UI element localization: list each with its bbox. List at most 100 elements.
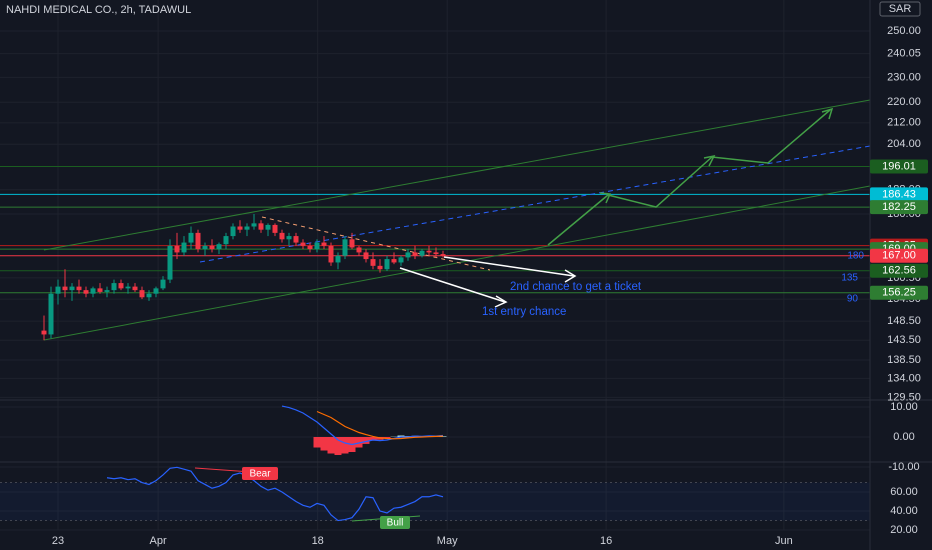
macd-histogram-bar	[313, 437, 321, 448]
price-label: 167.00	[882, 250, 916, 262]
candle-body	[377, 265, 383, 270]
candle-body	[181, 242, 187, 253]
y-tick-label: 134.00	[887, 372, 921, 384]
currency-box	[879, 1, 921, 17]
y-tick-label: 138.50	[887, 354, 921, 366]
candle-body	[356, 247, 362, 253]
candle-body	[104, 290, 110, 292]
dashed-resistance	[261, 216, 491, 271]
y-tick-label: 20.00	[890, 524, 918, 536]
candle-body	[335, 255, 341, 263]
y-tick-label: 143.50	[887, 334, 921, 346]
green-arrowheads	[599, 107, 834, 204]
candle-body	[293, 236, 299, 243]
channel-bottom	[43, 185, 871, 341]
price-label: 156.25	[882, 287, 916, 299]
white-arrowhead	[564, 269, 577, 283]
white-arrow	[443, 256, 575, 277]
candle-body	[202, 245, 208, 250]
candle-body	[433, 252, 439, 255]
candle-body	[118, 283, 124, 289]
price-label-box	[870, 159, 928, 174]
macd-histogram-bar	[341, 437, 349, 454]
y-tick-label: 60.00	[890, 486, 918, 498]
candle-body	[167, 245, 173, 280]
bear-label: Bear	[249, 469, 271, 480]
bull-label: Bull	[387, 518, 404, 529]
y-tick-label: 40.00	[890, 505, 918, 517]
white-arrow	[399, 267, 506, 303]
candle-body	[132, 286, 138, 291]
candle-body	[398, 257, 404, 263]
candle-body	[153, 288, 159, 294]
drawings	[43, 99, 871, 522]
price-label-box	[870, 200, 928, 215]
x-tick-label: 16	[600, 535, 612, 547]
y-tick-label: 10.00	[890, 401, 918, 413]
side-label: 90	[847, 294, 859, 305]
candle-body	[230, 226, 236, 237]
candle-body	[272, 224, 278, 233]
candle-body	[160, 279, 166, 289]
candle-body	[342, 239, 348, 256]
candle-body	[111, 283, 117, 291]
candle-body	[41, 330, 47, 335]
candle-body	[76, 286, 82, 291]
chart-title: NAHDI MEDICAL CO., 2h, TADAWUL	[6, 4, 191, 16]
candle-body	[440, 254, 446, 256]
candle-body	[83, 290, 89, 294]
y-tick-label: -10.00	[888, 461, 919, 473]
candle-body	[258, 223, 264, 230]
candle-body	[237, 226, 243, 230]
macd-histogram-bar	[327, 437, 335, 454]
bull-box	[380, 516, 410, 529]
x-tick-label: Apr	[150, 535, 167, 547]
currency: SAR	[889, 3, 912, 15]
macd-histogram-bar	[334, 437, 342, 456]
macd-histogram-bar	[383, 437, 391, 439]
price-label: 196.01	[882, 160, 916, 172]
candle-body	[307, 245, 313, 250]
price-label: 186.43	[882, 188, 916, 200]
candle-body	[412, 252, 418, 256]
candle-body	[48, 293, 54, 335]
y-tick-label: 240.05	[887, 48, 921, 60]
candle-body	[370, 259, 376, 266]
macd-histogram-bar	[320, 437, 328, 451]
price-label-box	[870, 187, 928, 202]
y-tick-label: 148.50	[887, 315, 921, 327]
price-label-box	[870, 248, 928, 263]
candle-body	[216, 244, 222, 250]
candle-body	[300, 242, 306, 246]
candle-body	[209, 245, 215, 250]
side-label: 180	[847, 251, 864, 262]
y-tick-label: 250.00	[887, 25, 921, 37]
bear-box	[242, 467, 278, 480]
candle-body	[125, 286, 131, 289]
candle-body	[251, 223, 257, 227]
axis: 23 Apr 18 May 16 Jun 250.00 240.05 230.00 220.00 2…	[52, 25, 928, 547]
candle-body	[146, 293, 152, 298]
side-label: 135	[841, 273, 858, 284]
macd-line	[316, 410, 444, 440]
channel-top	[43, 99, 871, 251]
candle-body	[426, 250, 432, 253]
annotation: 2nd chance to get a ticket	[510, 281, 642, 293]
x-tick-label: 23	[52, 535, 64, 547]
candle-body	[195, 232, 201, 250]
price-label-box	[870, 263, 928, 278]
candle-body	[391, 259, 397, 263]
x-tick-label: May	[437, 535, 458, 547]
y-tick-label: 230.00	[887, 71, 921, 83]
rsi-band	[0, 482, 870, 521]
rsi-line	[106, 466, 444, 522]
macd-line	[281, 405, 444, 446]
candle-body	[349, 239, 355, 248]
candle-body	[419, 250, 425, 256]
x-tick-label: 18	[312, 535, 324, 547]
plot	[41, 213, 447, 522]
candle-body	[244, 226, 250, 230]
candle-body	[97, 288, 103, 292]
y-tick-label: 0.00	[893, 431, 914, 443]
